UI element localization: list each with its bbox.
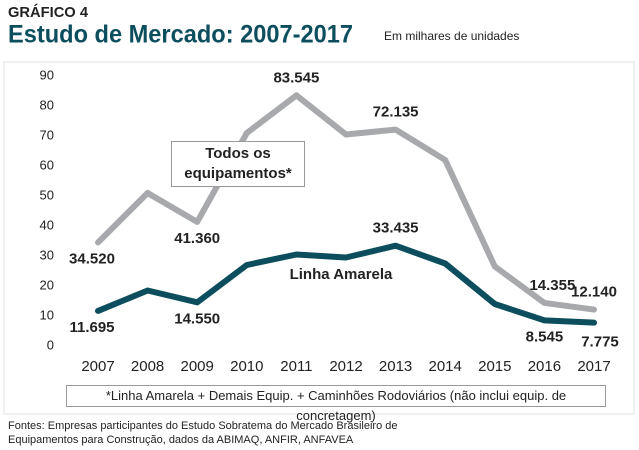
data-label: 34.520 <box>69 250 115 267</box>
x-tick-label: 2010 <box>230 358 263 375</box>
source-line: Equipamentos para Construção, dados da A… <box>8 434 354 446</box>
footnote: *Linha Amarela + Demais Equip. + Caminhõ… <box>66 385 606 423</box>
y-tick-label: 50 <box>40 187 54 202</box>
supertitle: GRÁFICO 4 <box>8 4 89 21</box>
legend-label: Linha Amarela <box>290 266 393 283</box>
y-tick-label: 70 <box>40 127 54 142</box>
data-label: 72.135 <box>373 104 419 121</box>
series-line <box>95 242 597 326</box>
y-tick-label: 80 <box>40 97 54 112</box>
x-tick-label: 2017 <box>577 358 610 375</box>
data-label: 83.545 <box>273 69 319 86</box>
data-label: 14.355 <box>529 277 575 294</box>
x-tick-label: 2009 <box>181 358 214 375</box>
y-tick-label: 0 <box>47 337 54 352</box>
chart-frame <box>3 61 635 415</box>
x-tick-label: 2012 <box>329 358 362 375</box>
y-tick-label: 60 <box>40 157 54 172</box>
data-label: 8.545 <box>526 328 564 345</box>
data-label: 41.360 <box>174 230 220 247</box>
subtitle: Em milhares de unidades <box>384 29 519 43</box>
legend-label: Todos os equipamentos* <box>171 141 305 187</box>
data-label: 7.775 <box>581 334 619 351</box>
x-tick-label: 2015 <box>478 358 511 375</box>
y-tick-label: 20 <box>40 277 54 292</box>
y-tick-label: 10 <box>40 307 54 322</box>
series-line <box>95 92 597 313</box>
y-tick-label: 30 <box>40 247 54 262</box>
data-label: 14.550 <box>174 310 220 327</box>
chart-title: Estudo de Mercado: 2007-2017 <box>8 21 353 49</box>
data-label: 11.695 <box>69 319 114 336</box>
y-tick-label: 90 <box>40 67 54 82</box>
y-tick-label: 40 <box>40 217 54 232</box>
x-tick-label: 2011 <box>280 358 312 375</box>
data-label: 12.140 <box>571 284 617 301</box>
x-tick-label: 2016 <box>528 358 561 375</box>
source-line: Fontes: Empresas participantes do Estudo… <box>8 420 398 432</box>
data-label: 33.435 <box>373 220 419 237</box>
x-tick-label: 2007 <box>81 358 114 375</box>
x-tick-label: 2008 <box>131 358 164 375</box>
x-tick-label: 2013 <box>379 358 412 375</box>
x-tick-label: 2014 <box>429 358 462 375</box>
